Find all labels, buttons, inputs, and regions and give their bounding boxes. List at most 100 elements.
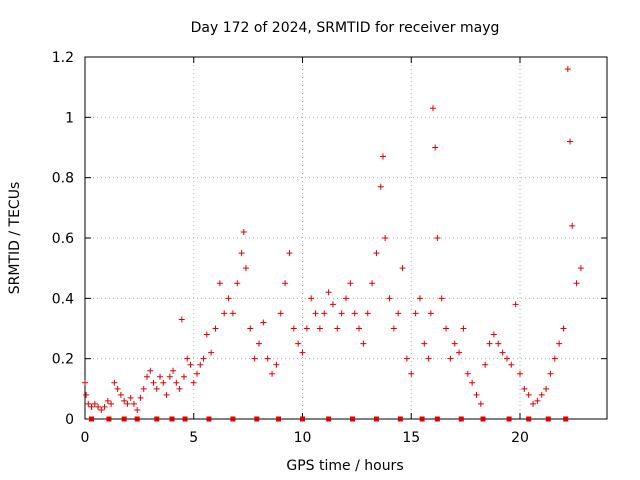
- data-point: [286, 250, 293, 257]
- data-point: [543, 385, 550, 392]
- baseline-marker: [480, 416, 486, 422]
- data-point: [482, 361, 489, 368]
- data-point: [240, 228, 247, 235]
- data-point: [325, 289, 332, 296]
- data-point: [443, 325, 450, 332]
- data-point: [221, 310, 228, 317]
- data-point: [456, 349, 463, 356]
- baseline-marker: [182, 416, 188, 422]
- data-point: [567, 138, 574, 145]
- y-tick-label: 0.4: [52, 291, 74, 307]
- data-point: [200, 355, 207, 362]
- data-point: [150, 379, 157, 386]
- x-tick-label: 10: [294, 430, 312, 446]
- data-point: [369, 280, 376, 287]
- x-tick-label: 5: [189, 430, 198, 446]
- data-point: [512, 301, 519, 308]
- data-point: [364, 310, 371, 317]
- data-point: [111, 379, 118, 386]
- data-point: [334, 325, 341, 332]
- data-point: [101, 403, 108, 410]
- data-point: [316, 325, 323, 332]
- baseline-marker: [106, 416, 112, 422]
- data-point: [569, 222, 576, 229]
- data-point: [256, 340, 262, 347]
- data-point: [264, 355, 271, 362]
- y-tick-label: 0.8: [52, 171, 74, 187]
- data-point: [166, 373, 173, 380]
- data-point: [83, 391, 90, 398]
- data-point: [430, 105, 436, 112]
- data-point: [551, 355, 558, 362]
- data-point: [121, 397, 128, 404]
- x-tick-label: 0: [81, 430, 90, 446]
- baseline-marker: [350, 416, 356, 422]
- baseline-marker: [545, 416, 551, 422]
- data-point: [180, 373, 187, 380]
- baseline-markers: [89, 416, 569, 422]
- data-point: [379, 153, 386, 160]
- data-point: [312, 310, 319, 317]
- data-point: [508, 361, 515, 368]
- data-point: [547, 370, 554, 377]
- baseline-marker: [276, 416, 282, 422]
- data-point: [308, 295, 315, 302]
- y-axis-label: SRMTID / TECUs: [7, 182, 23, 295]
- data-point: [495, 340, 502, 347]
- data-point: [347, 280, 354, 287]
- data-point: [229, 310, 236, 317]
- data-point: [390, 325, 397, 332]
- grid: [85, 57, 607, 419]
- data-point: [377, 183, 384, 190]
- data-point: [176, 385, 183, 392]
- data-point: [130, 400, 137, 407]
- baseline-marker: [326, 416, 332, 422]
- x-tick-label: 15: [402, 430, 420, 446]
- data-point: [503, 355, 510, 362]
- data-point: [373, 250, 380, 257]
- data-point: [160, 379, 167, 386]
- data-point: [438, 295, 445, 302]
- data-point: [321, 310, 328, 317]
- data-point: [434, 235, 441, 241]
- data-point: [338, 310, 345, 317]
- data-point: [234, 280, 241, 287]
- data-point: [88, 403, 95, 410]
- data-point: [490, 331, 497, 338]
- data-point: [170, 367, 177, 374]
- data-point: [521, 385, 528, 392]
- data-point: [190, 379, 197, 386]
- data-point: [117, 391, 124, 398]
- data-point: [242, 265, 249, 272]
- data-point: [277, 310, 284, 317]
- data-point: [395, 310, 402, 317]
- data-point: [464, 370, 471, 377]
- data-point: [203, 331, 210, 338]
- data-point: [295, 340, 302, 347]
- data-point: [134, 406, 141, 413]
- data-point: [104, 397, 111, 404]
- data-point: [147, 367, 154, 374]
- data-point: [447, 355, 454, 362]
- data-point: [114, 385, 121, 392]
- y-tick-label: 0.6: [52, 231, 74, 247]
- baseline-marker: [434, 416, 440, 422]
- y-tick-label: 0: [65, 412, 74, 428]
- data-point: [140, 385, 147, 392]
- data-point: [157, 373, 164, 380]
- data-point: [173, 379, 180, 386]
- data-point: [238, 250, 245, 257]
- data-point: [499, 349, 506, 356]
- data-point: [216, 280, 223, 287]
- data-point: [269, 370, 276, 377]
- y-tick-label: 1.2: [52, 50, 74, 66]
- data-point: [486, 340, 493, 347]
- data-point: [247, 325, 254, 332]
- data-point: [556, 340, 563, 347]
- data-point: [137, 394, 144, 401]
- data-point: [399, 265, 406, 272]
- data-point: [351, 310, 358, 317]
- data-point: [98, 406, 105, 413]
- baseline-marker: [526, 416, 532, 422]
